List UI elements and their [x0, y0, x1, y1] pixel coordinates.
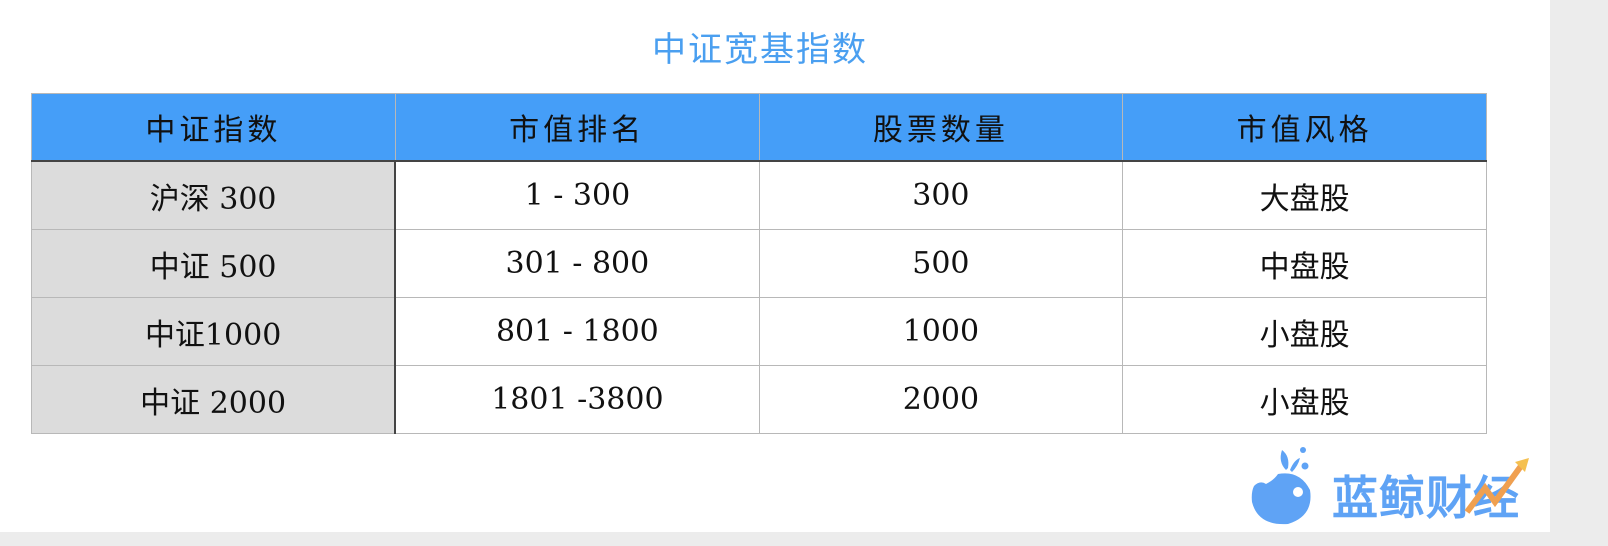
table-cell: 1 - 300 — [394, 160, 760, 230]
page: 中证宽基指数 中证指数 市值排名 股票数量 市值风格 沪深 300 1 - 30… — [0, 0, 1550, 532]
table-cell: 沪深 300 — [31, 160, 397, 230]
logo-text: 蓝鲸财经 — [1332, 471, 1520, 525]
table-header-row: 中证指数 市值排名 股票数量 市值风格 — [31, 93, 1487, 162]
column-header: 市值风格 — [1122, 93, 1487, 162]
table-cell: 1000 — [758, 297, 1124, 366]
table-cell: 2000 — [758, 365, 1124, 434]
table-cell: 小盘股 — [1122, 365, 1487, 434]
table-cell: 500 — [758, 229, 1124, 298]
index-table: 中证指数 市值排名 股票数量 市值风格 沪深 300 1 - 300 300 大… — [31, 93, 1487, 434]
table-cell: 中证1000 — [31, 297, 397, 366]
table-cell: 1801 -3800 — [394, 365, 760, 434]
table-row: 中证1000 801 - 1800 1000 小盘股 — [31, 297, 1487, 366]
table-cell: 中证 500 — [31, 229, 397, 298]
table-cell: 301 - 800 — [394, 229, 760, 298]
logo: 蓝鲸财经 — [1248, 440, 1548, 530]
column-header: 股票数量 — [758, 93, 1124, 162]
table-row: 中证 2000 1801 -3800 2000 小盘股 — [31, 365, 1487, 434]
table-cell: 801 - 1800 — [394, 297, 760, 366]
column-header: 市值排名 — [394, 93, 760, 162]
table-cell: 大盘股 — [1122, 160, 1487, 230]
trend-arrow-icon — [1464, 458, 1529, 514]
table-row: 中证 500 301 - 800 500 中盘股 — [31, 229, 1487, 298]
page-title: 中证宽基指数 — [652, 30, 868, 70]
table-cell: 小盘股 — [1122, 297, 1487, 366]
table-cell: 中盘股 — [1122, 229, 1487, 298]
table-cell: 300 — [758, 160, 1124, 230]
table-cell: 中证 2000 — [31, 365, 397, 434]
table-row: 沪深 300 1 - 300 300 大盘股 — [31, 160, 1487, 230]
whale-icon — [1251, 447, 1311, 525]
column-header: 中证指数 — [31, 93, 396, 162]
